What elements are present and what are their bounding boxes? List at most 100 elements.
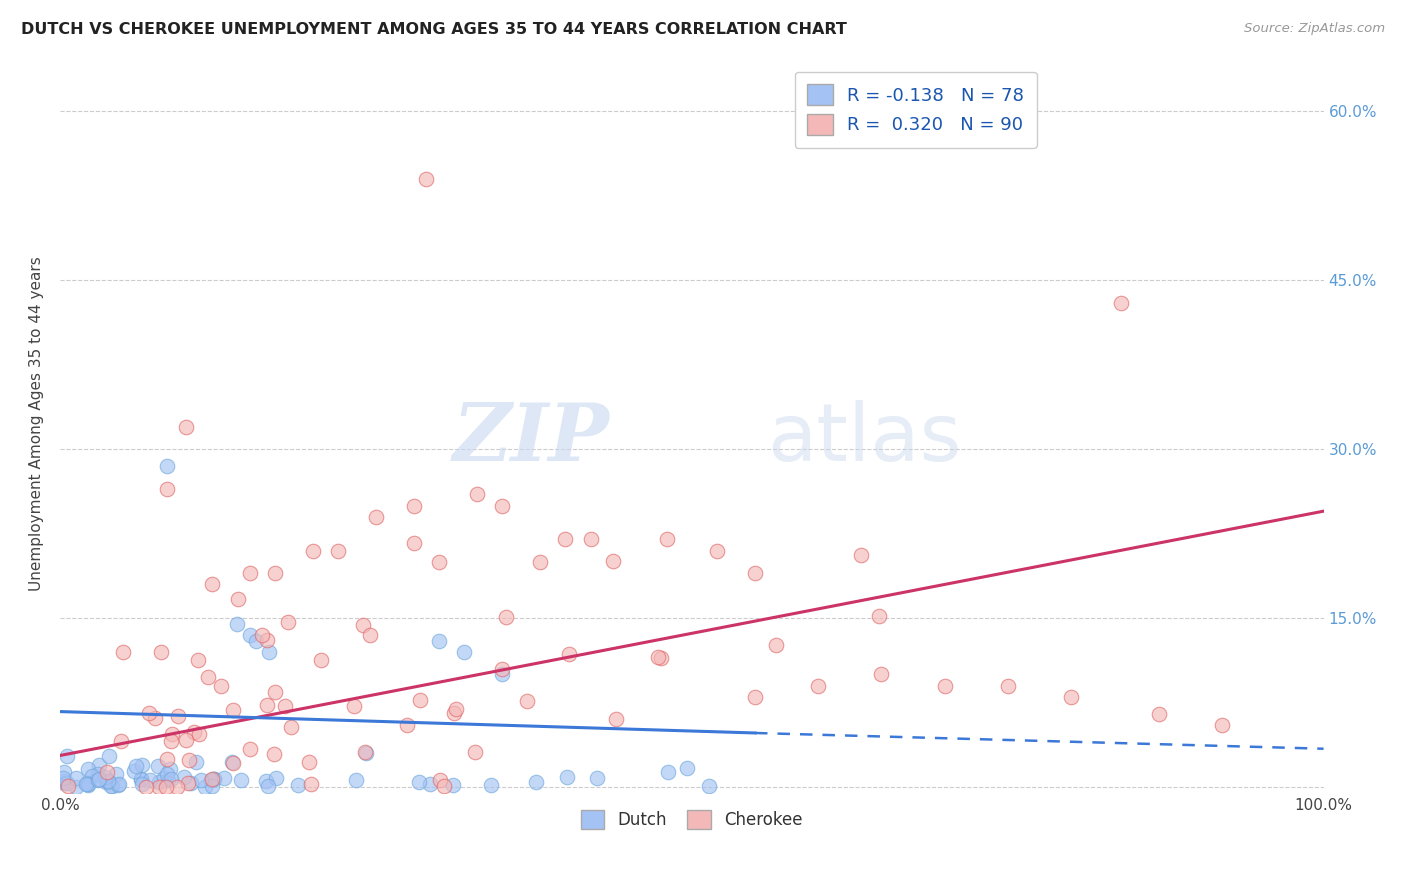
Point xyxy=(148,775,170,789)
Point xyxy=(209,679,232,693)
Point xyxy=(256,698,278,712)
Point xyxy=(647,649,669,664)
Point xyxy=(997,679,1019,693)
Point xyxy=(187,653,209,667)
Point xyxy=(160,727,183,741)
Point xyxy=(77,762,100,776)
Point xyxy=(55,776,77,790)
Text: ZIP: ZIP xyxy=(453,400,610,477)
Point xyxy=(87,767,110,781)
Point xyxy=(157,772,180,787)
Point xyxy=(441,778,464,792)
Point xyxy=(131,777,153,791)
Point xyxy=(465,487,488,501)
Point xyxy=(309,653,332,667)
Point xyxy=(256,632,278,647)
Point xyxy=(65,771,87,785)
Point xyxy=(352,617,374,632)
Point xyxy=(1111,296,1133,310)
Point xyxy=(156,752,179,766)
Point xyxy=(744,690,766,704)
Point xyxy=(1149,706,1171,721)
Point xyxy=(160,772,183,787)
Point xyxy=(807,679,830,693)
Point xyxy=(264,685,287,699)
Point xyxy=(194,780,217,794)
Point xyxy=(108,777,131,791)
Point xyxy=(202,772,225,787)
Point xyxy=(1060,690,1083,704)
Point xyxy=(53,765,76,780)
Point xyxy=(354,745,377,759)
Point xyxy=(402,536,425,550)
Point xyxy=(257,645,280,659)
Point xyxy=(176,419,198,434)
Point xyxy=(238,628,260,642)
Point xyxy=(148,759,170,773)
Point xyxy=(257,779,280,793)
Point xyxy=(396,718,419,732)
Point xyxy=(697,780,720,794)
Point xyxy=(143,711,166,725)
Point xyxy=(212,771,235,785)
Point xyxy=(160,734,183,748)
Point xyxy=(101,779,124,793)
Point xyxy=(676,761,699,775)
Legend: Dutch, Cherokee: Dutch, Cherokee xyxy=(575,804,808,836)
Text: Source: ZipAtlas.com: Source: ZipAtlas.com xyxy=(1244,22,1385,36)
Point xyxy=(80,769,103,783)
Point xyxy=(129,772,152,786)
Point xyxy=(605,712,627,726)
Point xyxy=(107,778,129,792)
Point xyxy=(94,775,117,789)
Point xyxy=(150,645,173,659)
Point xyxy=(190,772,212,787)
Point xyxy=(433,780,456,794)
Point xyxy=(200,773,222,788)
Point xyxy=(263,747,285,762)
Point xyxy=(655,533,678,547)
Point xyxy=(266,771,288,785)
Point xyxy=(359,628,381,642)
Point xyxy=(110,733,132,747)
Point xyxy=(183,724,205,739)
Point xyxy=(184,755,207,769)
Point xyxy=(443,706,465,721)
Point xyxy=(851,548,873,562)
Point xyxy=(343,699,366,714)
Point xyxy=(167,709,190,723)
Point xyxy=(602,554,624,568)
Point xyxy=(75,776,97,790)
Point xyxy=(870,667,893,681)
Point xyxy=(202,772,225,786)
Point xyxy=(89,757,111,772)
Point xyxy=(56,749,79,764)
Point xyxy=(554,533,576,547)
Y-axis label: Unemployment Among Ages 35 to 44 years: Unemployment Among Ages 35 to 44 years xyxy=(30,257,44,591)
Point xyxy=(326,543,349,558)
Point xyxy=(76,777,98,791)
Point xyxy=(222,756,245,770)
Point xyxy=(409,693,432,707)
Point xyxy=(125,758,148,772)
Point xyxy=(131,758,153,772)
Point xyxy=(301,777,323,791)
Point xyxy=(868,609,890,624)
Point xyxy=(491,661,513,675)
Point xyxy=(94,771,117,785)
Point xyxy=(87,773,110,788)
Point xyxy=(112,645,135,659)
Point xyxy=(516,694,538,708)
Point xyxy=(263,566,285,580)
Point xyxy=(524,775,547,789)
Point xyxy=(706,543,728,558)
Point xyxy=(481,778,503,792)
Point xyxy=(364,509,387,524)
Point xyxy=(408,774,430,789)
Point xyxy=(277,615,299,629)
Point xyxy=(555,770,578,784)
Point xyxy=(201,577,224,591)
Point xyxy=(419,777,441,791)
Point xyxy=(529,555,551,569)
Point xyxy=(221,756,243,770)
